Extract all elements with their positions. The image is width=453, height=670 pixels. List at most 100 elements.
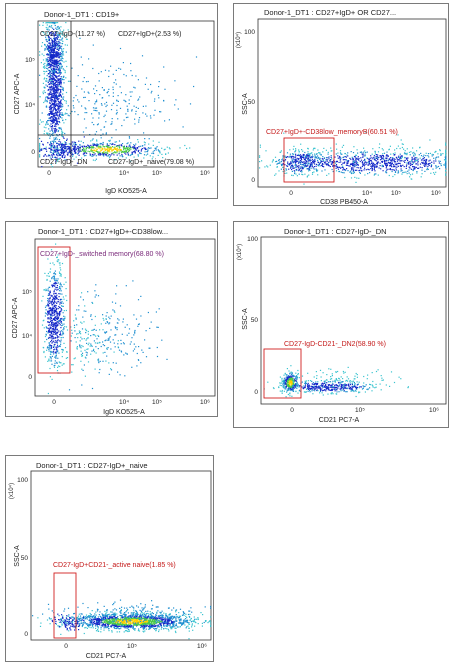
scatter-point bbox=[386, 160, 388, 162]
scatter-point bbox=[426, 169, 428, 171]
scatter-point bbox=[49, 326, 51, 328]
scatter-point bbox=[48, 286, 50, 288]
scatter-point bbox=[60, 337, 62, 339]
scatter-point bbox=[105, 331, 107, 333]
scatter-point bbox=[438, 160, 440, 162]
scatter-point bbox=[137, 323, 140, 325]
scatter-point bbox=[51, 102, 53, 104]
scatter-point bbox=[46, 65, 48, 67]
scatter-point bbox=[48, 147, 50, 149]
scatter-point bbox=[71, 152, 73, 154]
scatter-point bbox=[364, 391, 366, 393]
scatter-point bbox=[97, 360, 100, 362]
scatter-point bbox=[329, 384, 331, 386]
scatter-point bbox=[56, 311, 58, 313]
scatter-point bbox=[319, 152, 321, 154]
scatter-point bbox=[369, 383, 371, 385]
scatter-point bbox=[65, 147, 67, 149]
scatter-point bbox=[350, 163, 352, 165]
scatter-point bbox=[285, 386, 287, 388]
scatter-point bbox=[375, 166, 377, 168]
scatter-point bbox=[133, 147, 135, 149]
scatter-point bbox=[287, 377, 289, 379]
scatter-point bbox=[311, 380, 313, 382]
scatter-point bbox=[140, 152, 142, 155]
scatter-point bbox=[69, 151, 71, 153]
scatter-point bbox=[297, 373, 299, 375]
scatter-point bbox=[445, 174, 447, 176]
scatter-point bbox=[364, 150, 366, 152]
scatter-point bbox=[53, 366, 56, 368]
scatter-point bbox=[439, 168, 441, 170]
scatter-point bbox=[282, 156, 284, 158]
scatter-point bbox=[398, 155, 400, 157]
scatter-point bbox=[51, 323, 53, 325]
scatter-point bbox=[337, 384, 339, 387]
scatter-points bbox=[263, 365, 409, 398]
scatter-point bbox=[409, 154, 411, 156]
scatter-point bbox=[49, 56, 51, 58]
scatter-point bbox=[445, 156, 447, 158]
scatter-point bbox=[322, 383, 324, 385]
scatter-point bbox=[110, 348, 112, 350]
scatter-point bbox=[92, 334, 94, 336]
scatter-point bbox=[56, 103, 58, 105]
scatter-point bbox=[61, 78, 63, 81]
scatter-point bbox=[301, 381, 303, 383]
scatter-point bbox=[54, 319, 56, 322]
scatter-point bbox=[46, 100, 48, 102]
scatter-point bbox=[54, 46, 56, 48]
scatter-point bbox=[70, 326, 72, 328]
scatter-point bbox=[50, 317, 52, 319]
scatter-point bbox=[347, 155, 349, 157]
gate-label-cd27pos-igdneg: CD27+IgD-(11.27 %) bbox=[40, 31, 105, 38]
scatter-point bbox=[361, 165, 363, 168]
gate-rectangle[interactable] bbox=[283, 137, 335, 183]
scatter-point bbox=[416, 172, 418, 174]
scatter-point bbox=[108, 337, 110, 339]
scatter-point bbox=[336, 387, 338, 389]
scatter-point bbox=[58, 52, 60, 54]
gate-rectangle[interactable] bbox=[37, 246, 71, 374]
scatter-point bbox=[52, 95, 54, 97]
scatter-point bbox=[44, 48, 46, 50]
scatter-point bbox=[57, 324, 59, 326]
scatter-point bbox=[292, 385, 294, 387]
scatter-point bbox=[380, 168, 382, 170]
scatter-point bbox=[51, 81, 53, 83]
scatter-point bbox=[316, 389, 318, 392]
scatter-point bbox=[95, 352, 97, 354]
scatter-point bbox=[433, 162, 435, 164]
scatter-point bbox=[50, 98, 52, 100]
scatter-point bbox=[58, 49, 60, 51]
scatter-point bbox=[404, 150, 406, 152]
scatter-point bbox=[145, 77, 148, 79]
scatter-point bbox=[92, 44, 94, 46]
scatter-point bbox=[46, 47, 48, 49]
scatter-point bbox=[343, 390, 345, 392]
scatter-point bbox=[353, 161, 355, 164]
scatter-point bbox=[434, 151, 436, 153]
scatter-point bbox=[106, 347, 108, 349]
scatter-point bbox=[122, 146, 124, 148]
scatter-point bbox=[158, 308, 160, 310]
scatter-point bbox=[54, 107, 56, 109]
scatter-point bbox=[117, 340, 119, 342]
scatter-point bbox=[395, 169, 397, 171]
scatter-point bbox=[299, 385, 301, 387]
scatter-point bbox=[396, 160, 399, 162]
scatter-point bbox=[68, 115, 70, 117]
scatter-point bbox=[286, 172, 288, 174]
scatter-point bbox=[359, 169, 361, 171]
scatter-point bbox=[323, 380, 325, 382]
gate-label-cd27neg-igdpos-naive: CD27-IgD+_naive(79.08 %) bbox=[108, 159, 194, 166]
scatter-point bbox=[62, 333, 64, 335]
scatter-point bbox=[52, 331, 54, 333]
scatter-point bbox=[71, 141, 73, 143]
scatter-point bbox=[71, 153, 74, 155]
scatter-point bbox=[123, 145, 125, 147]
scatter-point bbox=[95, 329, 97, 331]
scatter-point bbox=[356, 166, 358, 169]
scatter-point bbox=[57, 282, 59, 284]
scatter-point bbox=[44, 71, 46, 73]
